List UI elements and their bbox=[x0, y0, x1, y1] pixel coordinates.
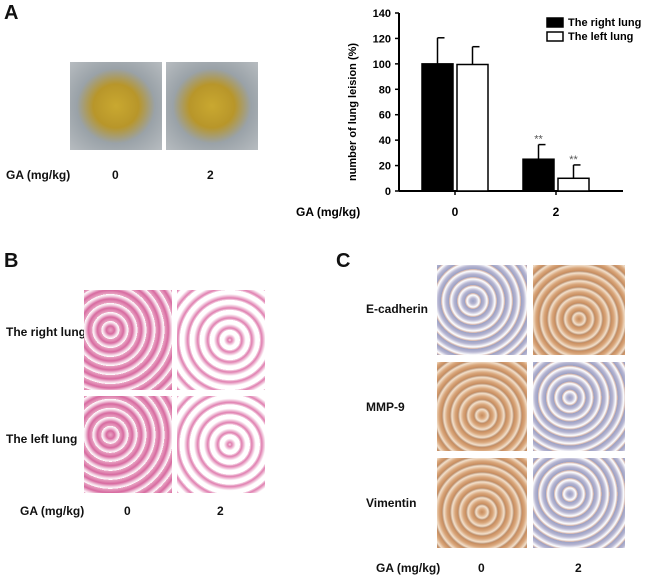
y-tick-label: 120 bbox=[373, 33, 391, 45]
ihc-ecadherin-dose-2 bbox=[533, 265, 625, 355]
y-tick-label: 80 bbox=[379, 84, 391, 96]
panel-b-dose-2: 2 bbox=[217, 504, 224, 518]
legend-swatch bbox=[546, 31, 564, 42]
panel-c-dose-2: 2 bbox=[575, 561, 582, 575]
ihc-vimentin-dose-2 bbox=[533, 458, 625, 548]
panel-c-xlabel: GA (mg/kg) bbox=[376, 561, 441, 575]
panel-c-row-ecadherin: E-cadherin bbox=[366, 302, 429, 316]
ihc-ecadherin-dose-0 bbox=[437, 265, 527, 355]
bar-left-lung bbox=[456, 63, 489, 192]
bar-right-lung bbox=[421, 63, 454, 192]
panel-a-dose-2: 2 bbox=[207, 168, 214, 182]
panel-a-dose-0: 0 bbox=[112, 168, 119, 182]
lung-photo-dose-2 bbox=[166, 62, 258, 150]
ihc-mmp9-dose-2 bbox=[533, 362, 625, 451]
legend-swatch bbox=[546, 17, 564, 28]
bar-left-lung bbox=[557, 177, 590, 192]
ihc-vimentin-dose-0 bbox=[437, 458, 527, 548]
panel-c-row-vimentin: Vimentin bbox=[366, 496, 417, 510]
x-axis-label: GA (mg/kg) bbox=[296, 205, 360, 219]
ihc-mmp9-dose-0 bbox=[437, 362, 527, 451]
panel-label-c: C bbox=[336, 250, 351, 272]
panel-b-row-left: The left lung bbox=[6, 432, 78, 446]
x-tick-label: 0 bbox=[452, 205, 459, 219]
he-left-dose-2 bbox=[177, 396, 265, 493]
panel-c-row-mmp9: MMP-9 bbox=[366, 400, 405, 414]
y-tick-label: 0 bbox=[385, 186, 391, 198]
y-tick-label: 100 bbox=[373, 59, 391, 71]
he-right-dose-2 bbox=[177, 290, 265, 390]
y-tick-label: 140 bbox=[373, 8, 391, 20]
he-right-dose-0 bbox=[84, 290, 172, 390]
he-left-dose-0 bbox=[84, 396, 172, 493]
panel-b-row-right: The right lung bbox=[6, 325, 86, 339]
panel-b-xlabel: GA (mg/kg) bbox=[20, 504, 85, 518]
x-tick-label: 2 bbox=[553, 205, 560, 219]
significance-label: ** bbox=[534, 134, 543, 146]
significance-label: ** bbox=[569, 154, 578, 166]
panel-c-dose-0: 0 bbox=[478, 561, 485, 575]
y-tick-label: 20 bbox=[379, 161, 391, 173]
y-tick-label: 40 bbox=[379, 135, 391, 147]
bar-right-lung bbox=[522, 158, 555, 192]
lung-photo-dose-0 bbox=[70, 62, 162, 150]
y-axis-label: number of lung leision (%) bbox=[347, 43, 359, 181]
panel-label-a: A bbox=[4, 2, 19, 24]
panel-label-b: B bbox=[4, 250, 19, 272]
legend-label: The right lung bbox=[568, 17, 641, 29]
panel-a-xlabel: GA (mg/kg) bbox=[6, 168, 71, 182]
legend-label: The left lung bbox=[568, 31, 633, 43]
panel-b-dose-0: 0 bbox=[124, 504, 131, 518]
y-tick-label: 60 bbox=[379, 110, 391, 122]
